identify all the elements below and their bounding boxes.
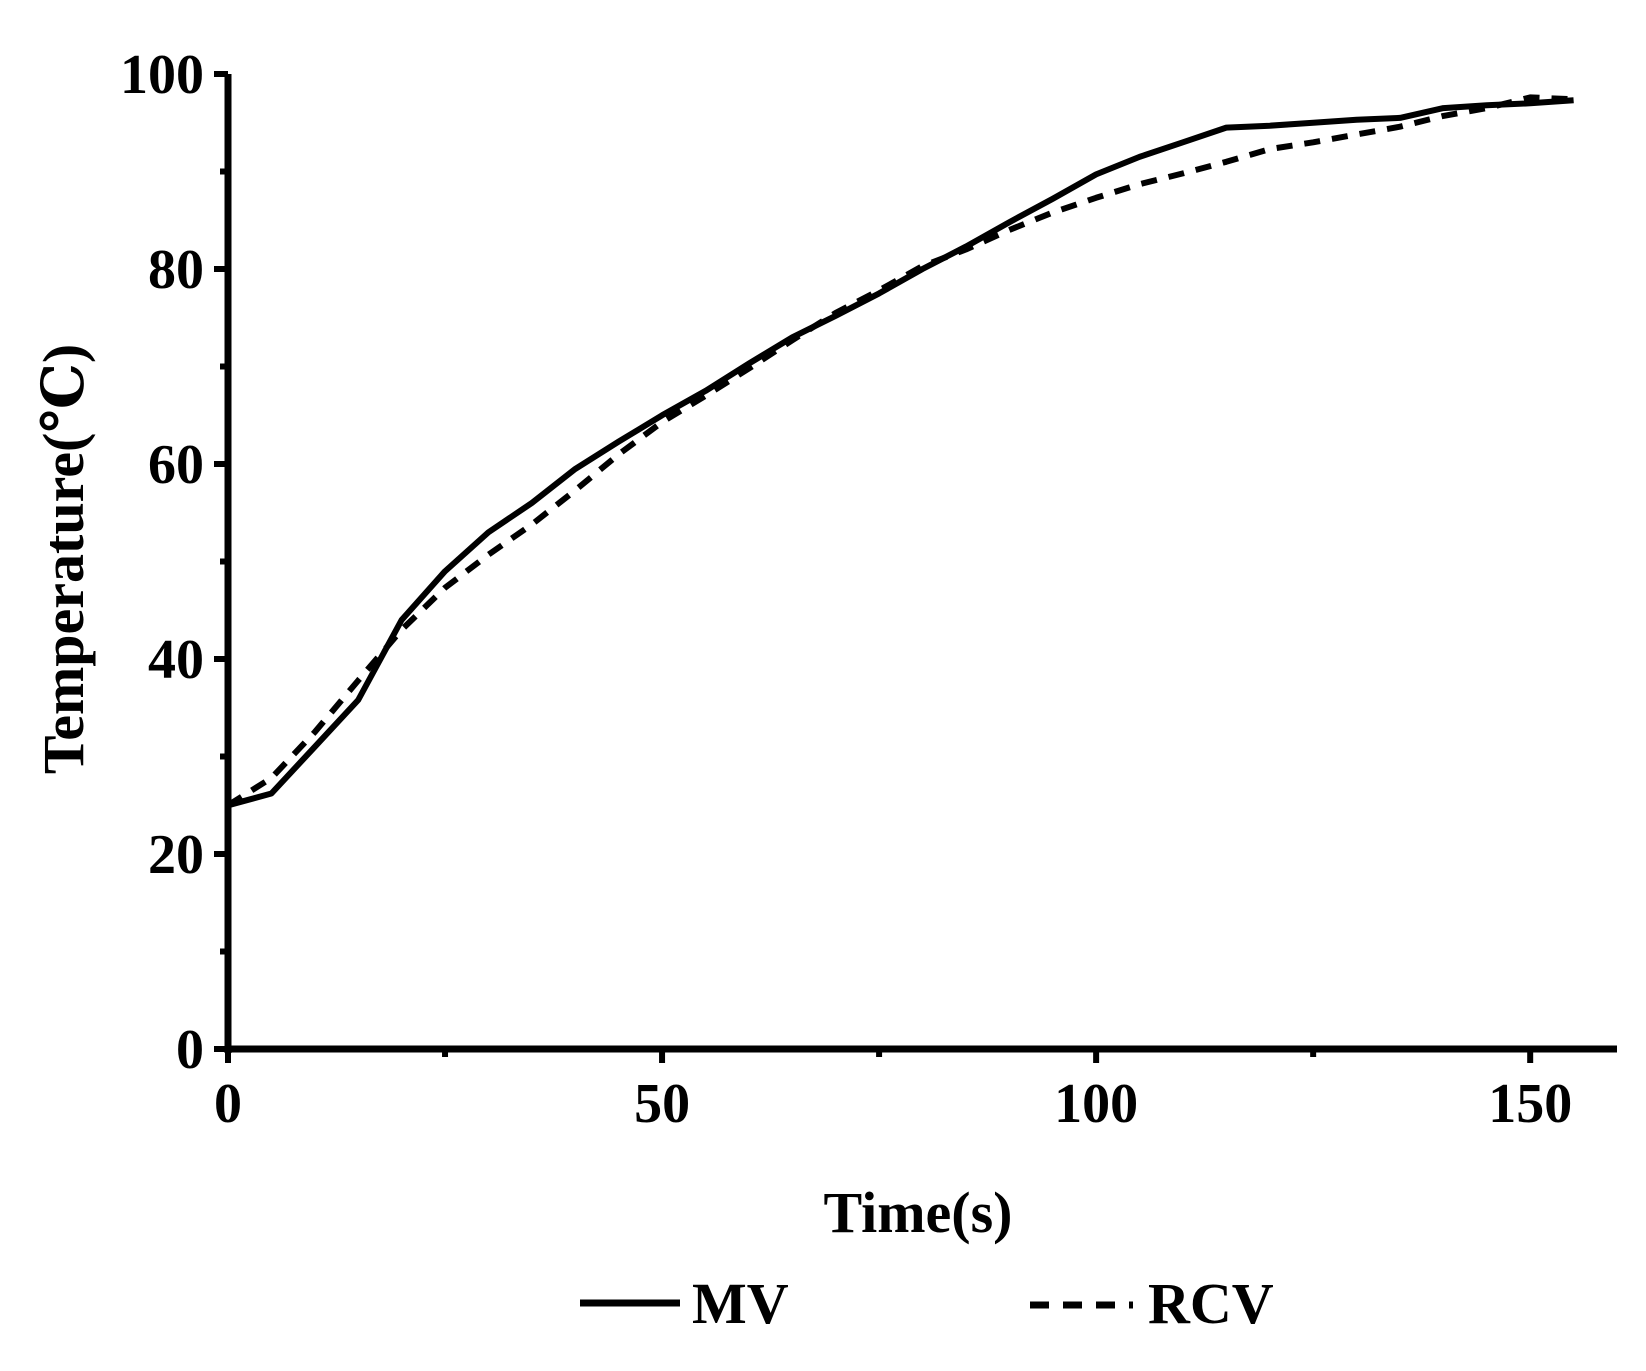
y-tick-label: 40 bbox=[148, 629, 204, 691]
series-line-mv bbox=[227, 97, 1574, 809]
axes-group: 0 20 40 60 80 100 0 50 100 150 bbox=[120, 44, 1617, 1135]
series-group bbox=[226, 94, 1574, 809]
y-tick-label: 60 bbox=[148, 434, 204, 496]
x-tick-label: 0 bbox=[214, 1073, 242, 1135]
y-tick-label: 0 bbox=[176, 1019, 204, 1081]
x-tick-label: 100 bbox=[1054, 1073, 1138, 1135]
y-tick-label: 80 bbox=[148, 239, 204, 301]
x-tick-label: 50 bbox=[634, 1073, 690, 1135]
legend-label-rcv: RCV bbox=[1148, 1271, 1274, 1336]
y-axis-title: Temperature(℃) bbox=[31, 344, 96, 774]
series-line-rcv bbox=[226, 94, 1574, 808]
legend-label-mv: MV bbox=[692, 1271, 789, 1336]
y-tick-label: 100 bbox=[120, 44, 204, 106]
y-tick-label: 20 bbox=[148, 824, 204, 886]
x-tick-label: 150 bbox=[1488, 1073, 1572, 1135]
x-axis-title: Time(s) bbox=[823, 1180, 1012, 1245]
legend: MV RCV bbox=[580, 1271, 1274, 1336]
